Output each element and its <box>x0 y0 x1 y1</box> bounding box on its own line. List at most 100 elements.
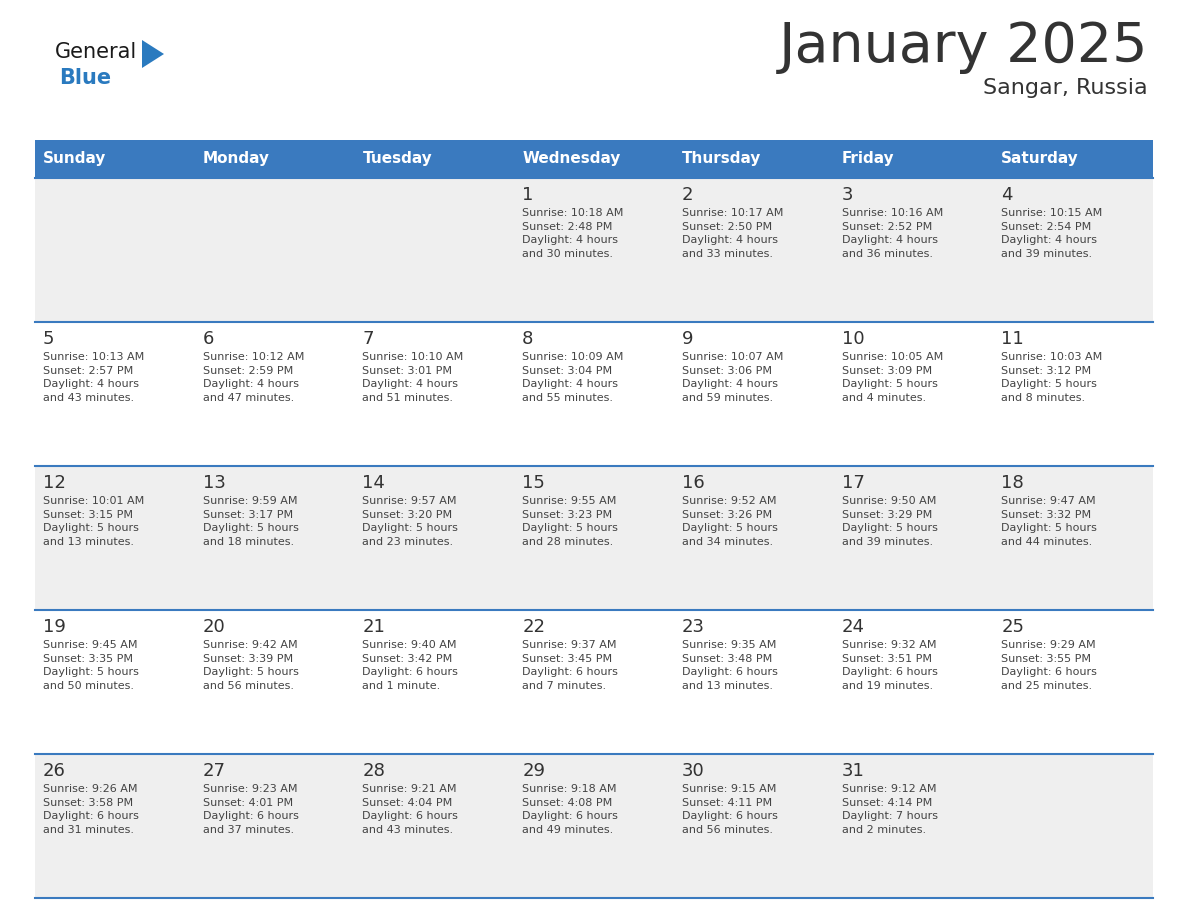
Bar <box>195 466 354 610</box>
Text: Tuesday: Tuesday <box>362 151 432 166</box>
Text: 24: 24 <box>841 618 865 636</box>
Bar <box>674 178 834 322</box>
Bar <box>34 466 195 610</box>
Text: 9: 9 <box>682 330 694 348</box>
Text: 25: 25 <box>1001 618 1024 636</box>
Bar <box>34 322 195 466</box>
Bar <box>834 754 993 898</box>
Text: Sunrise: 9:29 AM
Sunset: 3:55 PM
Daylight: 6 hours
and 25 minutes.: Sunrise: 9:29 AM Sunset: 3:55 PM Dayligh… <box>1001 640 1098 691</box>
Bar <box>354 322 514 466</box>
Bar <box>674 140 834 178</box>
Text: Sunrise: 9:32 AM
Sunset: 3:51 PM
Daylight: 6 hours
and 19 minutes.: Sunrise: 9:32 AM Sunset: 3:51 PM Dayligh… <box>841 640 937 691</box>
Text: Sunrise: 10:13 AM
Sunset: 2:57 PM
Daylight: 4 hours
and 43 minutes.: Sunrise: 10:13 AM Sunset: 2:57 PM Daylig… <box>43 352 144 403</box>
Text: 1: 1 <box>523 186 533 204</box>
Bar <box>993 178 1154 322</box>
Text: 19: 19 <box>43 618 65 636</box>
Text: 18: 18 <box>1001 474 1024 492</box>
Text: Blue: Blue <box>59 68 112 88</box>
Text: 15: 15 <box>523 474 545 492</box>
Text: Thursday: Thursday <box>682 151 762 166</box>
Text: 12: 12 <box>43 474 65 492</box>
Bar <box>354 466 514 610</box>
Text: Sunrise: 9:55 AM
Sunset: 3:23 PM
Daylight: 5 hours
and 28 minutes.: Sunrise: 9:55 AM Sunset: 3:23 PM Dayligh… <box>523 496 618 547</box>
Text: 11: 11 <box>1001 330 1024 348</box>
Bar <box>514 754 674 898</box>
Text: Sunrise: 9:52 AM
Sunset: 3:26 PM
Daylight: 5 hours
and 34 minutes.: Sunrise: 9:52 AM Sunset: 3:26 PM Dayligh… <box>682 496 778 547</box>
Bar <box>34 610 195 754</box>
Bar <box>34 754 195 898</box>
Text: 16: 16 <box>682 474 704 492</box>
Bar <box>993 140 1154 178</box>
Bar <box>993 466 1154 610</box>
Text: Sunrise: 10:17 AM
Sunset: 2:50 PM
Daylight: 4 hours
and 33 minutes.: Sunrise: 10:17 AM Sunset: 2:50 PM Daylig… <box>682 208 783 259</box>
Text: Sunrise: 10:01 AM
Sunset: 3:15 PM
Daylight: 5 hours
and 13 minutes.: Sunrise: 10:01 AM Sunset: 3:15 PM Daylig… <box>43 496 144 547</box>
Bar <box>993 322 1154 466</box>
Text: Sunrise: 9:45 AM
Sunset: 3:35 PM
Daylight: 5 hours
and 50 minutes.: Sunrise: 9:45 AM Sunset: 3:35 PM Dayligh… <box>43 640 139 691</box>
Text: 23: 23 <box>682 618 704 636</box>
Bar <box>993 754 1154 898</box>
Bar <box>514 466 674 610</box>
Text: 30: 30 <box>682 762 704 780</box>
Bar <box>514 178 674 322</box>
Text: 4: 4 <box>1001 186 1013 204</box>
Bar <box>34 140 195 178</box>
Text: Sunrise: 9:23 AM
Sunset: 4:01 PM
Daylight: 6 hours
and 37 minutes.: Sunrise: 9:23 AM Sunset: 4:01 PM Dayligh… <box>203 784 298 834</box>
Text: Sunrise: 9:15 AM
Sunset: 4:11 PM
Daylight: 6 hours
and 56 minutes.: Sunrise: 9:15 AM Sunset: 4:11 PM Dayligh… <box>682 784 778 834</box>
Bar <box>834 610 993 754</box>
Text: 10: 10 <box>841 330 864 348</box>
Bar <box>195 178 354 322</box>
Bar <box>195 140 354 178</box>
Bar <box>993 610 1154 754</box>
Text: Sunrise: 9:59 AM
Sunset: 3:17 PM
Daylight: 5 hours
and 18 minutes.: Sunrise: 9:59 AM Sunset: 3:17 PM Dayligh… <box>203 496 298 547</box>
Text: 8: 8 <box>523 330 533 348</box>
Bar <box>354 140 514 178</box>
Text: Sunrise: 9:40 AM
Sunset: 3:42 PM
Daylight: 6 hours
and 1 minute.: Sunrise: 9:40 AM Sunset: 3:42 PM Dayligh… <box>362 640 459 691</box>
Text: Sunrise: 9:18 AM
Sunset: 4:08 PM
Daylight: 6 hours
and 49 minutes.: Sunrise: 9:18 AM Sunset: 4:08 PM Dayligh… <box>523 784 618 834</box>
Text: Sunrise: 10:05 AM
Sunset: 3:09 PM
Daylight: 5 hours
and 4 minutes.: Sunrise: 10:05 AM Sunset: 3:09 PM Daylig… <box>841 352 943 403</box>
Text: Sangar, Russia: Sangar, Russia <box>984 78 1148 98</box>
Text: Sunrise: 10:07 AM
Sunset: 3:06 PM
Daylight: 4 hours
and 59 minutes.: Sunrise: 10:07 AM Sunset: 3:06 PM Daylig… <box>682 352 783 403</box>
Text: Sunday: Sunday <box>43 151 107 166</box>
Bar <box>674 322 834 466</box>
Bar <box>834 322 993 466</box>
Text: Sunrise: 9:50 AM
Sunset: 3:29 PM
Daylight: 5 hours
and 39 minutes.: Sunrise: 9:50 AM Sunset: 3:29 PM Dayligh… <box>841 496 937 547</box>
Text: 3: 3 <box>841 186 853 204</box>
Text: Sunrise: 10:03 AM
Sunset: 3:12 PM
Daylight: 5 hours
and 8 minutes.: Sunrise: 10:03 AM Sunset: 3:12 PM Daylig… <box>1001 352 1102 403</box>
Text: January 2025: January 2025 <box>778 20 1148 74</box>
Text: 26: 26 <box>43 762 65 780</box>
Bar <box>674 754 834 898</box>
Bar <box>514 140 674 178</box>
Text: Sunrise: 10:18 AM
Sunset: 2:48 PM
Daylight: 4 hours
and 30 minutes.: Sunrise: 10:18 AM Sunset: 2:48 PM Daylig… <box>523 208 624 259</box>
Text: Monday: Monday <box>203 151 270 166</box>
Text: 28: 28 <box>362 762 385 780</box>
Text: Sunrise: 10:10 AM
Sunset: 3:01 PM
Daylight: 4 hours
and 51 minutes.: Sunrise: 10:10 AM Sunset: 3:01 PM Daylig… <box>362 352 463 403</box>
Text: Sunrise: 9:57 AM
Sunset: 3:20 PM
Daylight: 5 hours
and 23 minutes.: Sunrise: 9:57 AM Sunset: 3:20 PM Dayligh… <box>362 496 459 547</box>
Text: Sunrise: 10:15 AM
Sunset: 2:54 PM
Daylight: 4 hours
and 39 minutes.: Sunrise: 10:15 AM Sunset: 2:54 PM Daylig… <box>1001 208 1102 259</box>
Text: 2: 2 <box>682 186 694 204</box>
Text: 27: 27 <box>203 762 226 780</box>
Bar <box>195 322 354 466</box>
Text: 13: 13 <box>203 474 226 492</box>
Bar <box>834 140 993 178</box>
Bar <box>514 322 674 466</box>
Bar <box>354 610 514 754</box>
Text: Sunrise: 9:37 AM
Sunset: 3:45 PM
Daylight: 6 hours
and 7 minutes.: Sunrise: 9:37 AM Sunset: 3:45 PM Dayligh… <box>523 640 618 691</box>
Text: 20: 20 <box>203 618 226 636</box>
Bar <box>674 610 834 754</box>
Text: Sunrise: 10:12 AM
Sunset: 2:59 PM
Daylight: 4 hours
and 47 minutes.: Sunrise: 10:12 AM Sunset: 2:59 PM Daylig… <box>203 352 304 403</box>
Text: Sunrise: 9:42 AM
Sunset: 3:39 PM
Daylight: 5 hours
and 56 minutes.: Sunrise: 9:42 AM Sunset: 3:39 PM Dayligh… <box>203 640 298 691</box>
Text: 29: 29 <box>523 762 545 780</box>
Text: Friday: Friday <box>841 151 895 166</box>
Text: Saturday: Saturday <box>1001 151 1079 166</box>
Text: 17: 17 <box>841 474 865 492</box>
Text: Sunrise: 9:21 AM
Sunset: 4:04 PM
Daylight: 6 hours
and 43 minutes.: Sunrise: 9:21 AM Sunset: 4:04 PM Dayligh… <box>362 784 459 834</box>
Bar <box>195 754 354 898</box>
Bar <box>834 466 993 610</box>
Text: Sunrise: 9:26 AM
Sunset: 3:58 PM
Daylight: 6 hours
and 31 minutes.: Sunrise: 9:26 AM Sunset: 3:58 PM Dayligh… <box>43 784 139 834</box>
Text: 5: 5 <box>43 330 55 348</box>
Text: Sunrise: 10:16 AM
Sunset: 2:52 PM
Daylight: 4 hours
and 36 minutes.: Sunrise: 10:16 AM Sunset: 2:52 PM Daylig… <box>841 208 943 259</box>
Text: Wednesday: Wednesday <box>523 151 620 166</box>
Bar <box>514 610 674 754</box>
Polygon shape <box>143 40 164 68</box>
Text: Sunrise: 9:47 AM
Sunset: 3:32 PM
Daylight: 5 hours
and 44 minutes.: Sunrise: 9:47 AM Sunset: 3:32 PM Dayligh… <box>1001 496 1098 547</box>
